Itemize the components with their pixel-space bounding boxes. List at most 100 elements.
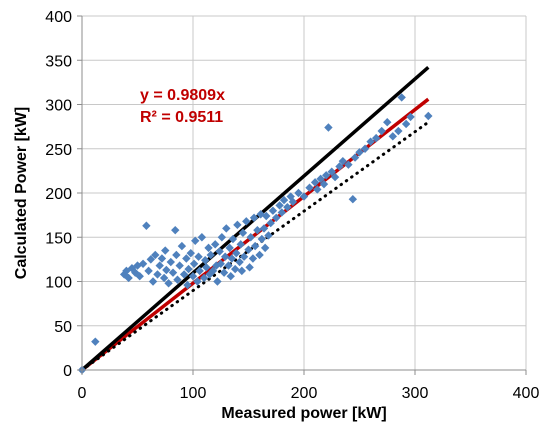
data-point [262, 211, 271, 221]
data-point [220, 252, 230, 261]
data-point [183, 280, 192, 290]
data-point [394, 126, 403, 136]
data-point [232, 248, 241, 258]
data-point [383, 118, 392, 127]
data-point [335, 162, 344, 171]
data-point [388, 132, 397, 141]
data-point [250, 241, 260, 251]
data-point [248, 254, 258, 263]
data-point [195, 266, 204, 276]
data-point [272, 213, 281, 222]
data-point [366, 137, 375, 146]
data-point [233, 220, 242, 230]
data-point [133, 261, 142, 270]
data-point [330, 172, 340, 182]
y-tick-label: 100 [45, 275, 72, 292]
axis-layer [77, 15, 527, 375]
data-point [164, 279, 173, 288]
data-point [216, 259, 225, 268]
data-point [166, 257, 175, 267]
x-tick-label: 100 [180, 385, 207, 402]
data-point [131, 268, 140, 277]
y-tick-label: 200 [45, 186, 72, 203]
data-point [266, 218, 275, 228]
data-point [201, 256, 210, 265]
data-point [228, 234, 238, 244]
data-point [208, 266, 218, 276]
data-point [189, 259, 199, 268]
data-point [148, 277, 158, 286]
data-point [182, 254, 191, 263]
data-point [161, 246, 170, 255]
data-point [257, 234, 267, 244]
data-point [153, 270, 162, 279]
data-point [246, 233, 255, 242]
y-tick-label: 50 [54, 319, 72, 336]
x-tick-label: 0 [78, 385, 87, 402]
x-tick-label: 200 [291, 385, 318, 402]
data-point [224, 261, 233, 270]
data-point [264, 231, 273, 240]
data-point [355, 148, 364, 157]
data-point [344, 160, 353, 169]
data-point [222, 224, 231, 233]
data-point [194, 252, 203, 261]
data-point [279, 195, 289, 205]
data-point [157, 254, 167, 263]
y-tick-label: 350 [45, 53, 72, 70]
data-point [283, 202, 292, 212]
data-point [401, 119, 411, 129]
data-point [235, 257, 244, 267]
data-point [338, 156, 348, 166]
data-point [138, 259, 148, 268]
data-point [206, 250, 215, 260]
data-point [255, 250, 264, 260]
data-point [239, 252, 249, 261]
data-point [253, 225, 262, 235]
y-tick-label: 300 [45, 98, 72, 115]
data-point [172, 250, 181, 260]
data-point [219, 268, 229, 277]
data-point [277, 208, 286, 217]
data-point [225, 243, 234, 253]
x-tick-label: 400 [513, 385, 540, 402]
data-point [397, 93, 406, 102]
data-point [268, 206, 278, 215]
data-point [226, 271, 235, 281]
data-point [299, 192, 309, 201]
data-point [244, 245, 253, 254]
data-point [327, 167, 336, 176]
x-tick-label: 300 [402, 385, 429, 402]
data-point [238, 228, 248, 238]
data-point [245, 263, 254, 272]
data-point [260, 243, 270, 253]
data-point [305, 183, 314, 192]
dotted-reference-line [80, 120, 430, 372]
data-point [212, 261, 221, 270]
data-point [227, 254, 237, 263]
y-tick-label: 150 [45, 230, 72, 247]
data-point [179, 270, 189, 279]
data-point [350, 153, 360, 162]
data-point [310, 178, 320, 187]
data-point [313, 185, 322, 194]
data-point [249, 213, 259, 222]
data-point [142, 221, 151, 230]
data-point [193, 277, 202, 286]
data-point [144, 266, 153, 276]
r-squared-label: R² = 0.9511 [140, 109, 223, 126]
data-point [155, 261, 164, 270]
equation-label: y = 0.9809x [140, 87, 225, 104]
data-point [162, 265, 171, 275]
data-point [242, 217, 251, 226]
data-point [204, 243, 213, 253]
data-point [202, 263, 211, 272]
data-point [168, 268, 178, 277]
data-point [159, 273, 169, 283]
data-point [175, 261, 184, 270]
y-tick-label: 250 [45, 142, 72, 159]
data-point [406, 112, 415, 122]
data-point [211, 240, 220, 249]
data-point [230, 264, 240, 274]
